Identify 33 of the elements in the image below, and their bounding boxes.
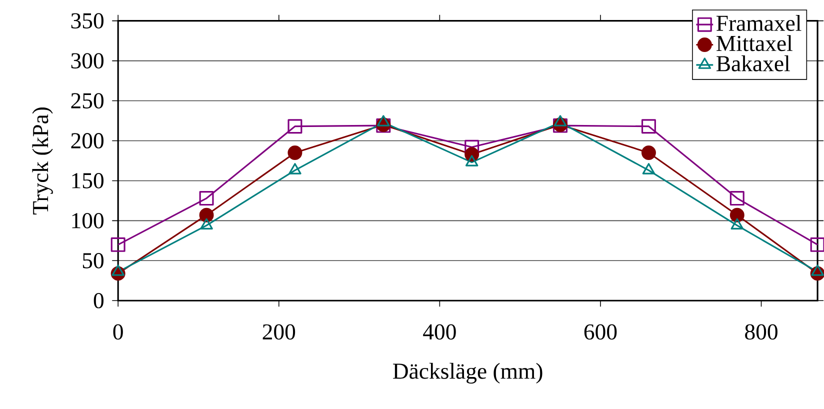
x-axis-title: Däcksläge (mm) bbox=[393, 363, 542, 384]
point bbox=[641, 119, 656, 134]
y-tick-label: 0 bbox=[94, 293, 104, 308]
legend-label: Mittaxel bbox=[716, 35, 792, 52]
point bbox=[110, 238, 126, 252]
point bbox=[730, 218, 744, 230]
point bbox=[641, 146, 656, 160]
x-tick-label: 600 bbox=[584, 324, 617, 340]
y-tick-label: 350 bbox=[71, 13, 104, 29]
y-tick-label: 100 bbox=[72, 213, 104, 228]
legend-label: Framaxel bbox=[716, 15, 802, 32]
point bbox=[730, 208, 744, 222]
y-tick-label: 300 bbox=[71, 53, 104, 69]
y-axis-title: Tryck (kPa) bbox=[32, 108, 53, 215]
point bbox=[288, 146, 302, 160]
y-tick-label: 150 bbox=[72, 173, 104, 188]
x-tick-label: 800 bbox=[745, 324, 778, 340]
point bbox=[200, 218, 213, 230]
y-tick-label: 250 bbox=[71, 93, 104, 109]
point bbox=[464, 140, 480, 154]
point bbox=[199, 191, 214, 206]
x-tick-label: 400 bbox=[423, 324, 456, 340]
point bbox=[112, 264, 124, 276]
legend-label: Bakaxel bbox=[716, 55, 790, 72]
y-tick-label: 200 bbox=[71, 133, 104, 149]
point bbox=[199, 208, 214, 222]
point bbox=[730, 191, 744, 206]
x-tick-label: 200 bbox=[262, 324, 296, 340]
x-tick-label: 0 bbox=[113, 324, 123, 340]
point bbox=[811, 264, 824, 276]
point bbox=[288, 119, 302, 134]
point bbox=[810, 238, 824, 252]
y-tick-label: 50 bbox=[82, 253, 104, 268]
